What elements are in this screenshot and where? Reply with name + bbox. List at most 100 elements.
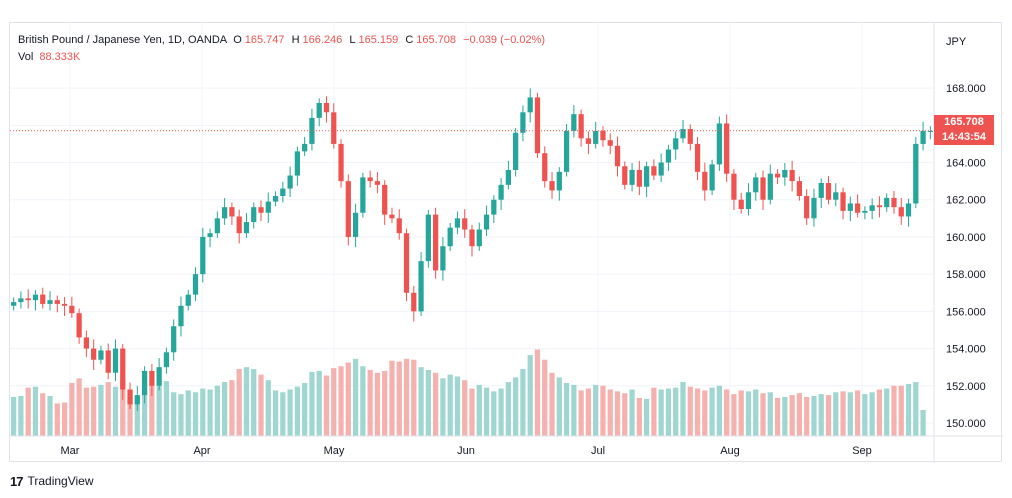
candle-body [192, 274, 199, 295]
time-tick-label: Jul [591, 445, 605, 457]
volume-bar [658, 389, 664, 436]
volume-bar [716, 385, 722, 436]
volume-bar [680, 382, 686, 436]
candle-body [47, 300, 53, 304]
candle-body [745, 192, 752, 210]
candle-body [542, 153, 548, 182]
volume-bar [112, 386, 119, 436]
volume-bar [578, 390, 584, 436]
volume-bar [200, 388, 206, 436]
volume-bar [665, 388, 672, 436]
candle-body [804, 196, 810, 219]
candle-body [774, 173, 781, 178]
volume-bar [571, 384, 577, 436]
price-tick-label: 164.000 [946, 158, 986, 170]
candle-body [527, 97, 533, 113]
volume-bar [651, 387, 657, 436]
volume-bar [462, 380, 468, 436]
volume-bar [549, 372, 555, 436]
candle-body [185, 294, 191, 306]
price-tick-label: 150.000 [946, 418, 986, 430]
volume-bar [207, 389, 213, 436]
volume-bar [134, 400, 140, 436]
volume-bar [673, 387, 679, 436]
volume-bar [818, 394, 824, 436]
tradingview-branding[interactable]: 17 TradingView [10, 473, 94, 489]
candle-body [360, 177, 366, 213]
price-tick-label: 162.000 [946, 195, 986, 207]
volume-bar [884, 388, 890, 436]
candle-body [665, 149, 672, 163]
candle-body [789, 169, 795, 182]
volume-bar [833, 392, 839, 436]
volume-bar [767, 392, 773, 436]
price-tick-label: 156.000 [946, 306, 986, 318]
candle-body [352, 212, 359, 237]
candle-body [11, 302, 17, 306]
candle-body [149, 370, 155, 386]
volume-bar [753, 389, 759, 436]
candle-body [862, 210, 868, 213]
candle-body [105, 350, 111, 373]
candle-body [738, 199, 744, 210]
time-tick-label: Jun [457, 445, 475, 457]
volume-bar [811, 396, 817, 436]
volume-bar [120, 380, 126, 436]
candle-body [505, 169, 511, 185]
candle-body [905, 203, 912, 217]
volume-bar [374, 372, 381, 436]
volume-bar [636, 397, 642, 436]
candle-body [54, 300, 60, 304]
candle-body [32, 294, 39, 301]
change-value: −0.039 (−0.02%) [463, 34, 546, 46]
candle-body [643, 166, 650, 187]
candle-body [563, 130, 570, 172]
price-chart[interactable]: 168.000166.000164.000162.000160.000158.0… [10, 23, 1003, 463]
volume-bar [825, 395, 832, 436]
volume-bar [229, 380, 235, 436]
volume-bar [98, 384, 104, 436]
candle-body [534, 97, 541, 154]
volume-bar [403, 358, 410, 436]
volume-bar [854, 390, 861, 436]
candle-body [513, 132, 519, 170]
candle-body [753, 177, 759, 193]
volume-bar [563, 382, 570, 436]
chart-frame[interactable]: 168.000166.000164.000162.000160.000158.0… [9, 22, 1003, 463]
volume-bar [527, 355, 533, 436]
brand-name: TradingView [27, 474, 94, 488]
candle-body [483, 214, 490, 230]
candle-body [40, 294, 46, 304]
time-tick-label: Aug [720, 445, 740, 457]
candle-body [178, 305, 184, 327]
volume-bar [32, 386, 39, 436]
candle-body [687, 129, 693, 144]
volume-bar [272, 390, 279, 436]
volume-bar [185, 390, 191, 436]
volume-bar [47, 396, 53, 436]
candle-body [83, 337, 90, 349]
volume-bar [54, 403, 60, 436]
volume-bar [367, 369, 373, 436]
candle-body [127, 389, 133, 405]
time-axis[interactable]: Mar Apr May Jun Jul Aug Sep [61, 445, 872, 457]
volume-bar [454, 376, 461, 436]
candle-body [898, 207, 904, 217]
volume-bar [447, 374, 453, 436]
candle-body [418, 261, 424, 312]
candle-body [716, 123, 722, 165]
volume-bar [913, 382, 919, 436]
volume-bar [236, 369, 242, 436]
candle-body [600, 130, 606, 141]
volume-bar [149, 383, 155, 436]
volume-bar [243, 367, 250, 436]
volume-bar [782, 396, 788, 436]
volume-bar [905, 383, 912, 436]
volume-bar [840, 391, 846, 436]
volume-bars [11, 349, 926, 436]
candle-body [491, 199, 497, 215]
candle-body [389, 214, 395, 219]
volume-bar [440, 378, 446, 436]
volume-bar [622, 393, 628, 436]
price-axis[interactable]: 168.000166.000164.000162.000160.000158.0… [946, 83, 986, 430]
